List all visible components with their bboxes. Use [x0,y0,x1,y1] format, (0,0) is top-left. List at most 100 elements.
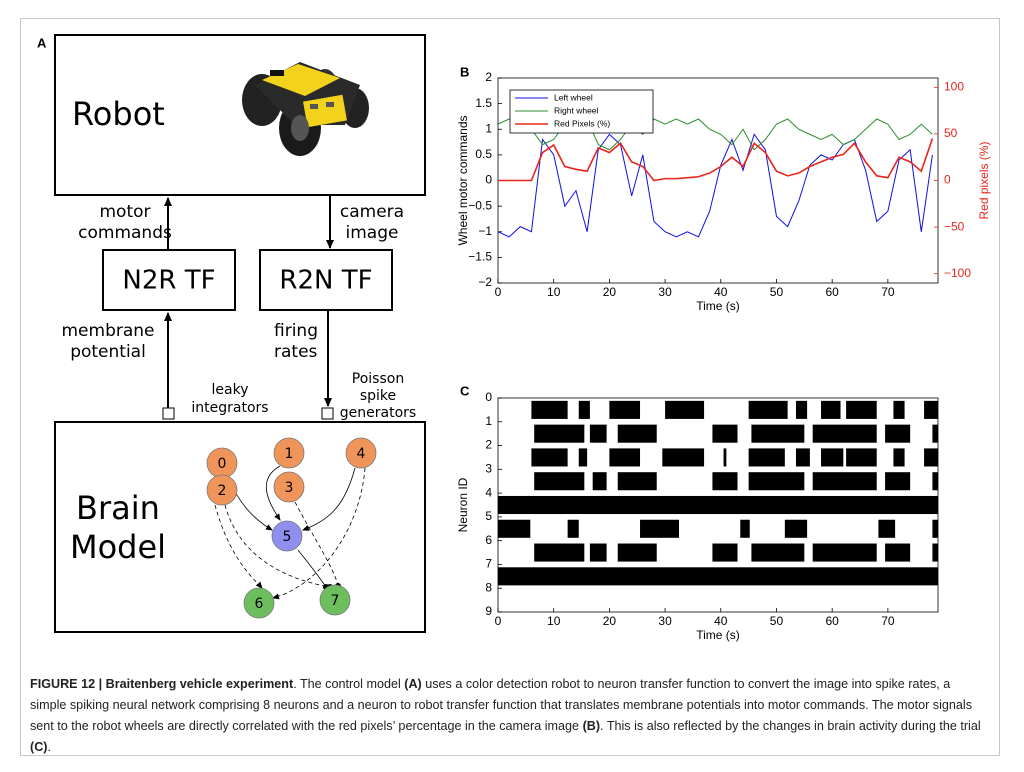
spike-burst [531,400,568,419]
y-tick-label: 1.5 [475,96,492,110]
y-tick-label: −1.5 [468,250,492,264]
edge-label: motor [99,202,150,222]
spike-burst [924,448,938,467]
caption-part: . The control model [293,677,405,691]
spike-burst [885,543,911,562]
spike-burst [498,519,531,538]
r2n-box [259,249,393,311]
node-label: 0 [218,456,227,472]
port-label: generators [340,405,416,421]
x-tick-label: 40 [714,614,728,628]
node-label: 1 [285,446,294,462]
node-label: 7 [331,593,340,609]
caption-part: (A) [404,677,422,691]
y-axis-label: Neuron ID [456,477,470,532]
edge [266,465,281,521]
spike-burst [821,448,844,467]
node-label: 5 [283,529,292,545]
edge [272,467,366,600]
y2-tick-label: −50 [944,219,965,233]
x-tick-label: 0 [495,614,502,628]
spike-burst [748,448,785,467]
spike-burst [846,448,877,467]
y-tick-label: −1 [478,224,492,238]
spike-burst [589,543,607,562]
node-label: 2 [218,483,227,499]
port [321,407,334,420]
x-tick-label: 30 [658,285,672,299]
edge [297,549,329,590]
spike-burst [821,400,841,419]
caption-part: (C) [30,740,48,754]
node [319,584,351,616]
spike-burst [740,519,750,538]
legend-label: Red Pixels (%) [554,118,610,128]
port-label: Poisson [352,371,404,387]
y-tick-label: 0.5 [475,147,492,161]
node [271,520,303,552]
x-tick-label: 30 [658,614,672,628]
brain-label: Model [70,528,166,566]
edge-label: camera [340,202,404,222]
node [273,471,305,503]
edge-label: firing [274,321,318,341]
spike-burst [885,472,911,491]
spike-burst [531,448,568,467]
x-tick-label: 70 [881,614,895,628]
caption-part: . This is also reflected by the changes … [600,719,981,733]
nodes: 0 1 2 3 4 5 6 7 [206,437,377,619]
spike-burst [795,448,810,467]
node-label: 4 [357,446,366,462]
spike-burst [723,448,727,467]
caption-part: FIGURE 12 | Braitenberg vehicle experime… [30,677,294,691]
port [162,407,175,420]
series-line [497,133,933,238]
port-label: leaky [212,382,249,398]
spike-burst [665,400,705,419]
spike-burst [640,519,680,538]
caption-part: . [47,740,51,754]
robot-label: Robot [72,95,165,133]
spike-burst [567,519,579,538]
port-label: spike [360,388,396,404]
spike-burst [878,519,896,538]
spike-burst [617,424,657,443]
robot-box [54,34,426,196]
spike-burst [592,472,607,491]
y-tick-label: 1 [485,121,492,135]
caption: FIGURE 12 | Braitenberg vehicle experime… [30,674,990,758]
series-line [498,138,934,182]
edge-label: rates [274,342,318,362]
spike-burst [578,448,588,467]
spike-burst [609,400,641,419]
caption-part: uses a color detection robot to neuron t… [30,677,972,733]
y-tick-label: −2 [478,275,492,289]
x-tick-label: 50 [770,285,784,299]
node [243,587,275,619]
y-tick-label: 8 [485,580,492,594]
y-tick-label: 4 [485,485,492,499]
spike-burst [924,400,938,419]
x-tick-label: 60 [825,285,839,299]
n2r-box [102,249,236,311]
edge-label: image [346,223,399,243]
y-tick-label: 6 [485,533,492,547]
x-tick-label: 50 [770,614,784,628]
y2-tick-label: −100 [944,266,971,280]
brain-label: Brain [76,489,160,527]
x-tick-label: 0 [495,285,502,299]
spike-burst [751,424,805,443]
x-tick-label: 70 [881,285,895,299]
x-tick-label: 10 [547,614,561,628]
spike-burst [932,472,938,491]
spike-burst [498,567,938,586]
edge-label: commands [78,223,172,243]
y-tick-label: 1 [485,414,492,428]
y2-tick-label: 100 [944,79,964,93]
x-tick-label: 20 [603,614,617,628]
spike-burst [932,519,938,538]
spike-burst [534,472,585,491]
y-tick-label: 7 [485,557,492,571]
y-tick-label: 5 [485,509,492,523]
